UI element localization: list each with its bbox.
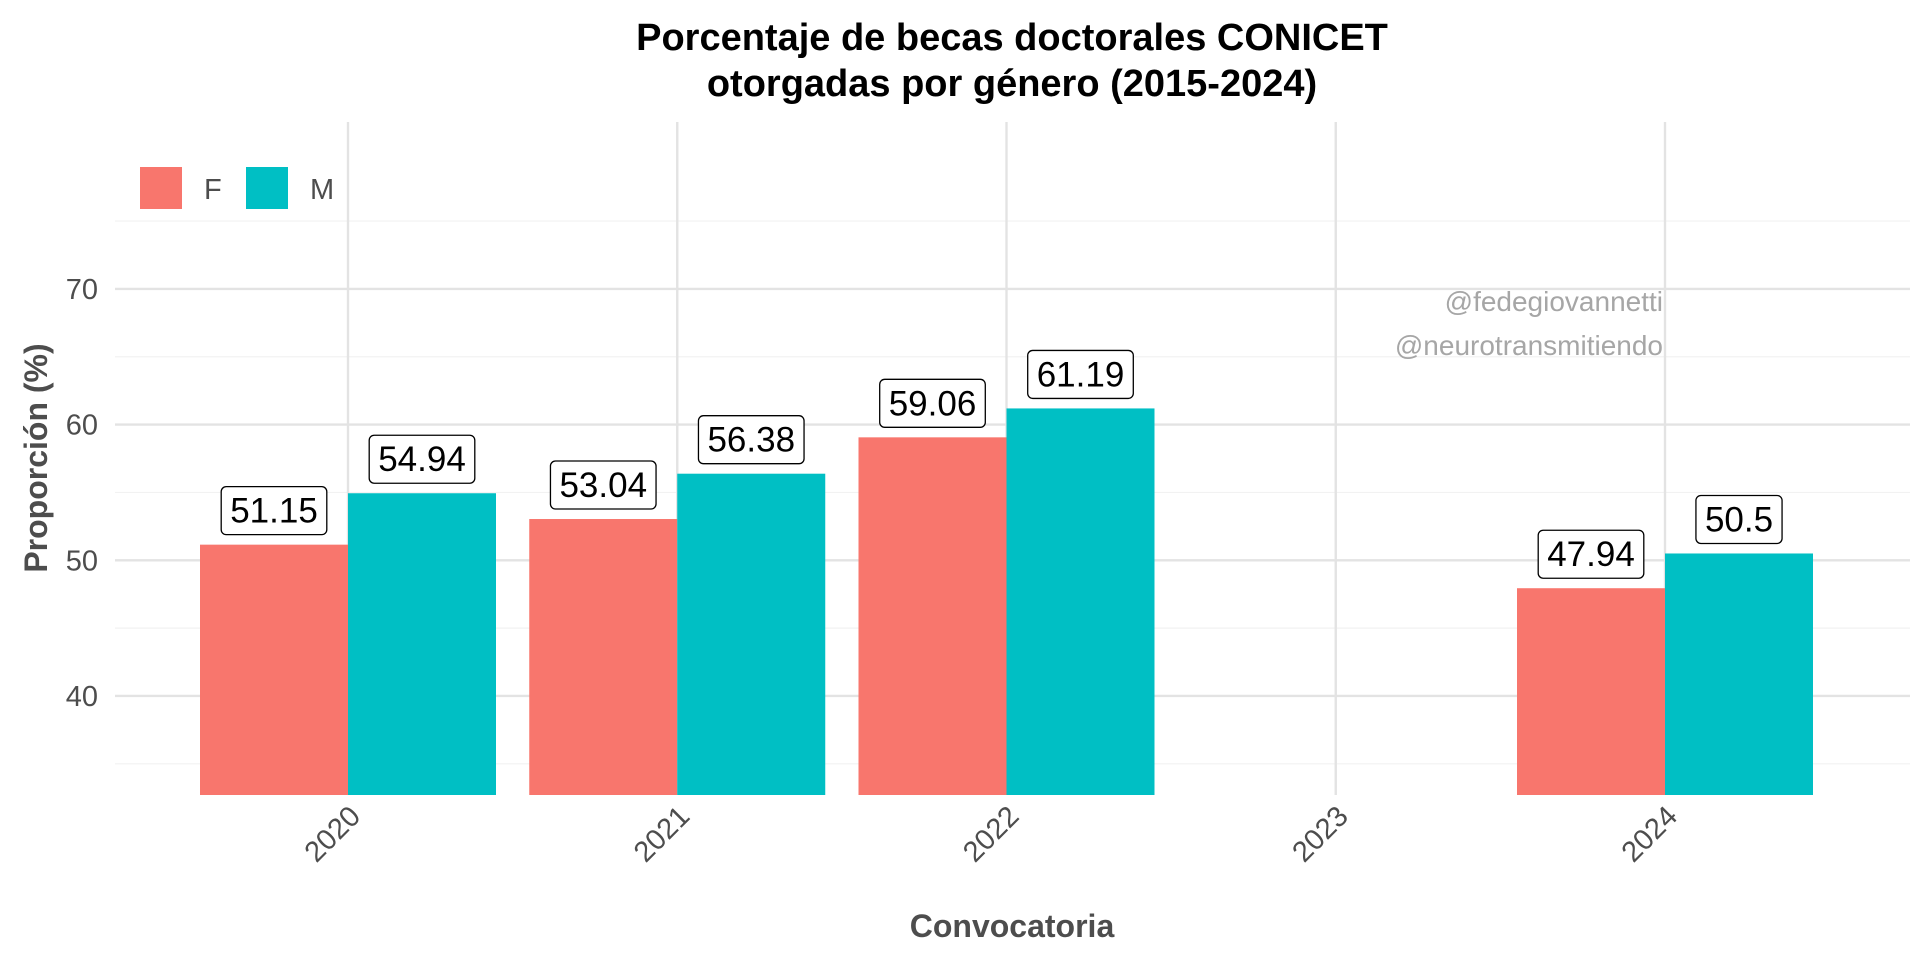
x-tick-label: 2021: [628, 800, 696, 868]
bars: [200, 408, 1813, 795]
data-label-f: 47.94: [1537, 529, 1645, 579]
y-tick-label: 50: [66, 545, 98, 577]
watermark: @fedegiovannetti @neurotransmitiendo: [1395, 286, 1663, 361]
chart-title-line-1: Porcentaje de becas doctorales CONICET: [636, 17, 1388, 59]
data-label-value: 61.19: [1037, 355, 1125, 394]
bar-f: [1517, 588, 1665, 795]
y-axis-ticks: 40 50 60 70: [66, 274, 98, 713]
x-tick-label: 2020: [299, 800, 367, 868]
legend-swatch-m: [246, 167, 288, 209]
data-label-f: 59.06: [879, 378, 986, 428]
data-label-f: 53.04: [549, 460, 657, 510]
y-axis-title: Proporción (%): [18, 343, 54, 572]
legend-label-m: M: [310, 174, 334, 206]
chart-title-line-2: otorgadas por género (2015-2024): [707, 63, 1317, 105]
legend-label-f: F: [204, 174, 222, 206]
data-label-value: 56.38: [707, 421, 795, 460]
data-label-m: 50.5: [1695, 494, 1783, 545]
bar-f: [200, 544, 348, 795]
x-tick-label: 2023: [1286, 800, 1354, 868]
y-tick-label: 60: [66, 410, 98, 442]
x-axis-title: Convocatoria: [910, 908, 1115, 944]
bar-f: [858, 437, 1007, 795]
bar-m: [1006, 408, 1155, 795]
data-label-f: 51.15: [220, 486, 328, 536]
data-label-box: [697, 415, 805, 465]
data-label-m: 54.94: [368, 434, 476, 484]
data-label-m: 61.19: [1027, 349, 1134, 400]
data-label-box: [549, 460, 657, 510]
legend: F M: [140, 167, 334, 209]
watermark-line-2: @neurotransmitiendo: [1395, 330, 1663, 361]
data-label-box: [1695, 494, 1783, 545]
x-axis-ticks: 2020 2021 2022 2023 2024: [299, 800, 1684, 868]
bar-m: [677, 473, 826, 795]
data-label-value: 59.06: [889, 384, 977, 423]
legend-swatch-f: [140, 167, 182, 209]
data-label-value: 50.5: [1705, 500, 1773, 539]
data-label-value: 53.04: [559, 466, 647, 505]
data-labels: 51.15 53.04 59.06 47.94 54.94 56.38 61.19 50.5: [220, 349, 1783, 579]
x-tick-label: 2024: [1616, 800, 1684, 868]
data-label-box: [1027, 349, 1134, 400]
data-label-box: [220, 486, 328, 536]
data-label-m: 56.38: [697, 415, 805, 465]
y-tick-label: 40: [66, 681, 98, 713]
data-label-box: [1537, 529, 1645, 579]
bar-m: [348, 493, 496, 795]
data-label-value: 47.94: [1547, 535, 1635, 574]
data-label-value: 54.94: [378, 440, 466, 479]
data-label-box: [368, 434, 476, 484]
x-tick-label: 2022: [957, 800, 1025, 868]
bar-m: [1665, 553, 1813, 795]
y-tick-label: 70: [66, 274, 98, 306]
data-label-box: [879, 378, 986, 428]
watermark-line-1: @fedegiovannetti: [1445, 286, 1663, 317]
data-label-value: 51.15: [230, 492, 318, 531]
bar-f: [529, 519, 678, 795]
